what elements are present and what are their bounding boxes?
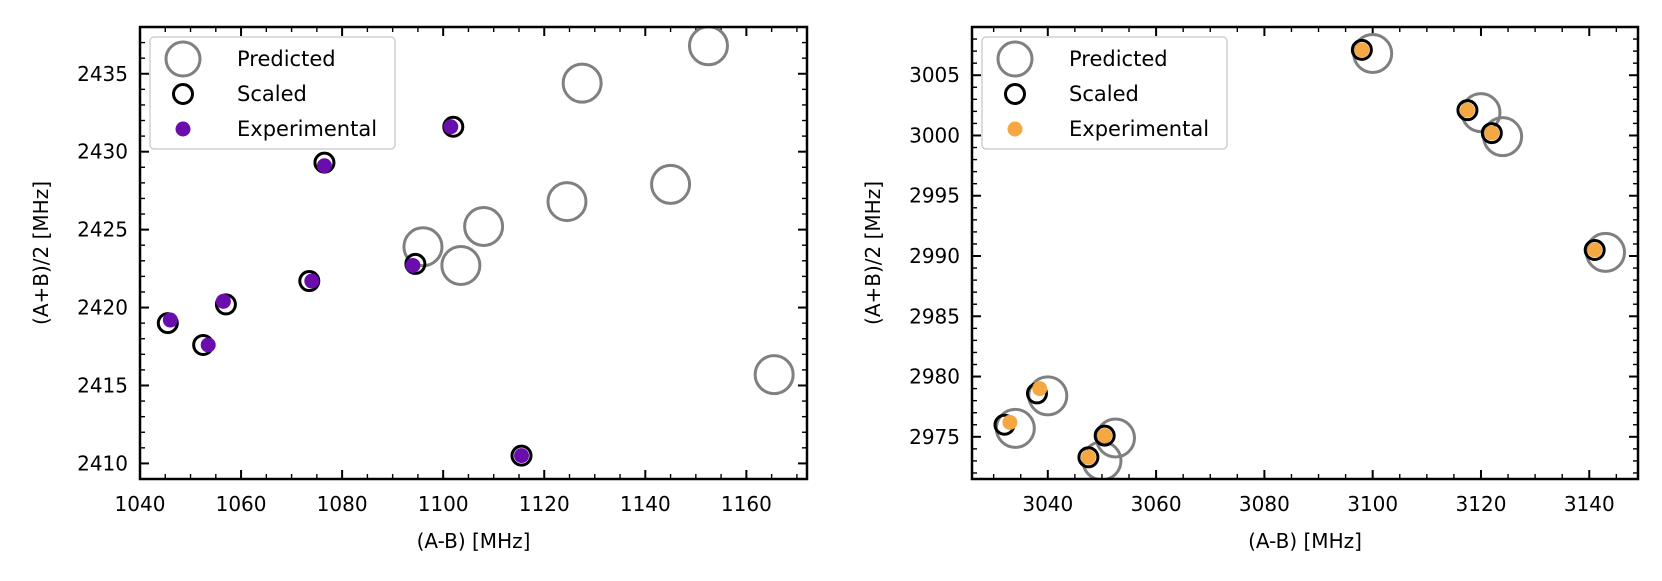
predicted-point: [753, 354, 795, 396]
legend-scaled-marker: [1004, 83, 1026, 105]
legend-box: [981, 36, 1228, 150]
y-tick-label: 2995: [909, 184, 960, 208]
x-tick-label: 3120: [1456, 492, 1507, 516]
legend-predicted-marker: [164, 40, 202, 78]
x-axis-label: (A-B) [MHz]: [1248, 529, 1362, 553]
experimental-point: [1587, 242, 1603, 258]
y-tick-label: 2435: [77, 62, 128, 86]
experimental-point: [1080, 449, 1096, 465]
data-points: [156, 27, 795, 467]
legend-experimental-marker: [175, 121, 191, 137]
experimental-point: [1032, 381, 1048, 397]
legend-label: Experimental: [1069, 117, 1209, 141]
experimental-point: [1484, 125, 1500, 141]
scaled-point: [1077, 446, 1100, 469]
plot-frame: [138, 25, 809, 481]
experimental-point: [304, 273, 320, 289]
predicted-point: [402, 226, 444, 268]
y-tick-label: 2985: [909, 304, 960, 328]
y-tick-label: 2415: [77, 373, 128, 397]
scaled-point: [1456, 99, 1479, 122]
predicted-point: [546, 181, 588, 223]
x-tick-label: 1120: [519, 492, 570, 516]
y-axis-label: (A+B)/2 [MHz]: [29, 181, 53, 325]
scaled-point: [510, 444, 533, 467]
experimental-point: [405, 257, 421, 273]
y-tick-label: 2410: [77, 451, 128, 475]
predicted-point: [1027, 375, 1069, 417]
legend-label: Predicted: [1069, 47, 1168, 71]
legend-scaled-marker: [172, 83, 194, 105]
predicted-point: [650, 163, 692, 205]
y-tick-label: 2420: [77, 296, 128, 320]
predicted-point: [440, 244, 482, 286]
y-tick-label: 2425: [77, 218, 128, 242]
experimental-point: [443, 119, 459, 135]
x-tick-label: 1040: [115, 492, 166, 516]
predicted-point: [561, 62, 603, 104]
x-axis-label: (A-B) [MHz]: [417, 529, 531, 553]
y-axis-label: (A+B)/2 [MHz]: [861, 181, 885, 325]
y-tick-label: 2990: [909, 244, 960, 268]
legend-label: Experimental: [237, 117, 377, 141]
legend-label: Predicted: [237, 47, 336, 71]
y-tick-label: 3005: [909, 63, 960, 87]
experimental-point: [1459, 102, 1475, 118]
chart-panel-2: 3040 3060 3080 3100 3120 3140 2975 2980 2985 2990…: [861, 25, 1640, 553]
scaled-point: [1583, 238, 1606, 261]
experimental-point: [514, 448, 530, 464]
y-tick-label: 2430: [77, 140, 128, 164]
x-tick-label: 1080: [317, 492, 368, 516]
scaled-point: [1350, 38, 1373, 61]
x-tick-label: 1140: [620, 492, 671, 516]
legend-label: Scaled: [1069, 82, 1139, 106]
x-tick-label: 3080: [1239, 492, 1290, 516]
y-tick-label: 3000: [909, 123, 960, 147]
experimental-point: [1097, 428, 1113, 444]
x-tick-label: 3060: [1131, 492, 1182, 516]
y-tick-label: 2975: [909, 425, 960, 449]
data-points: [993, 33, 1627, 479]
predicted-point: [687, 27, 729, 67]
predicted-point: [463, 206, 505, 248]
chart-panel-1: 1040 1060 1080 1100 1120 1140 1160 2410 2415 2420…: [29, 25, 809, 553]
experimental-point: [1002, 414, 1018, 430]
x-tick-label: 3100: [1347, 492, 1398, 516]
experimental-point: [1354, 42, 1370, 58]
x-tick-label: 1100: [418, 492, 469, 516]
x-tick-label: 1160: [721, 492, 772, 516]
legend: Predicted Scaled Experimental: [149, 36, 396, 150]
x-tick-label: 3040: [1022, 492, 1073, 516]
experimental-point: [215, 293, 231, 309]
experimental-point: [200, 337, 216, 353]
legend-predicted-marker: [996, 40, 1034, 78]
legend: Predicted Scaled Experimental: [981, 36, 1228, 150]
scaled-point: [1093, 424, 1116, 447]
x-tick-label: 3140: [1564, 492, 1615, 516]
plot-frame: [970, 25, 1640, 481]
y-tick-label: 2980: [909, 365, 960, 389]
legend-box: [149, 36, 396, 150]
scaled-point: [1480, 122, 1503, 145]
experimental-point: [162, 312, 178, 328]
legend-label: Scaled: [237, 82, 307, 106]
experimental-point: [316, 158, 332, 174]
legend-experimental-marker: [1007, 121, 1023, 137]
x-tick-label: 1060: [216, 492, 267, 516]
